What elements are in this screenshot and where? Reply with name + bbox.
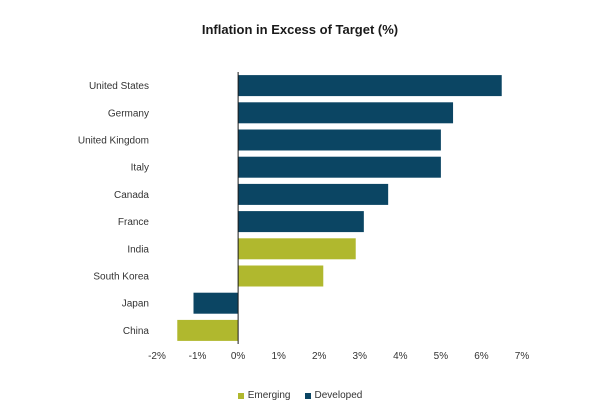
bar-france xyxy=(238,211,364,233)
bar-united-kingdom xyxy=(238,129,441,151)
bar-united-states xyxy=(238,75,502,97)
bar-germany xyxy=(238,102,454,124)
bar-japan xyxy=(193,292,239,314)
legend-swatch-emerging xyxy=(237,392,244,399)
category-label-china: China xyxy=(123,326,150,337)
category-label-italy: Italy xyxy=(131,163,149,174)
x-tick-label: 4% xyxy=(393,351,408,362)
category-label-canada: Canada xyxy=(114,190,149,201)
category-label-south-korea: South Korea xyxy=(93,272,149,283)
legend-label-emerging: Emerging xyxy=(247,390,291,401)
x-tick-label: 2% xyxy=(312,351,327,362)
x-tick-label: 0% xyxy=(231,351,246,362)
x-tick-label: 7% xyxy=(515,351,530,362)
x-tick-label: -1% xyxy=(189,351,207,362)
legend-item-emerging: Emerging xyxy=(237,390,291,401)
x-tick-label: 3% xyxy=(353,351,368,362)
bar-south-korea xyxy=(238,265,324,287)
category-labels: United States Germany United Kingdom Italy C… xyxy=(78,81,150,337)
bar-india xyxy=(238,238,356,260)
category-label-france: France xyxy=(118,217,150,228)
category-label-japan: Japan xyxy=(122,299,149,310)
bar-canada xyxy=(238,183,389,205)
x-tick-label: 1% xyxy=(271,351,286,362)
x-tick-label: 6% xyxy=(474,351,489,362)
legend-label-developed: Developed xyxy=(314,390,363,401)
chart-title: Inflation in Excess of Target (%) xyxy=(201,22,399,37)
bar-china xyxy=(177,319,239,341)
legend: Emerging Developed xyxy=(0,390,600,401)
category-label-germany: Germany xyxy=(108,108,149,119)
bar-italy xyxy=(238,156,441,178)
bars-layer xyxy=(177,75,502,341)
legend-swatch-developed xyxy=(304,392,311,399)
legend-item-developed: Developed xyxy=(304,390,363,401)
x-tick-label: 5% xyxy=(434,351,449,362)
category-label-united-kingdom: United Kingdom xyxy=(78,136,149,147)
x-tick-label: -2% xyxy=(148,351,166,362)
category-label-united-states: United States xyxy=(89,81,149,92)
category-label-india: India xyxy=(127,244,149,255)
x-axis-ticks: -2% -1% 0% 1% 2% 3% 4% 5% 6% 7% xyxy=(148,351,529,362)
